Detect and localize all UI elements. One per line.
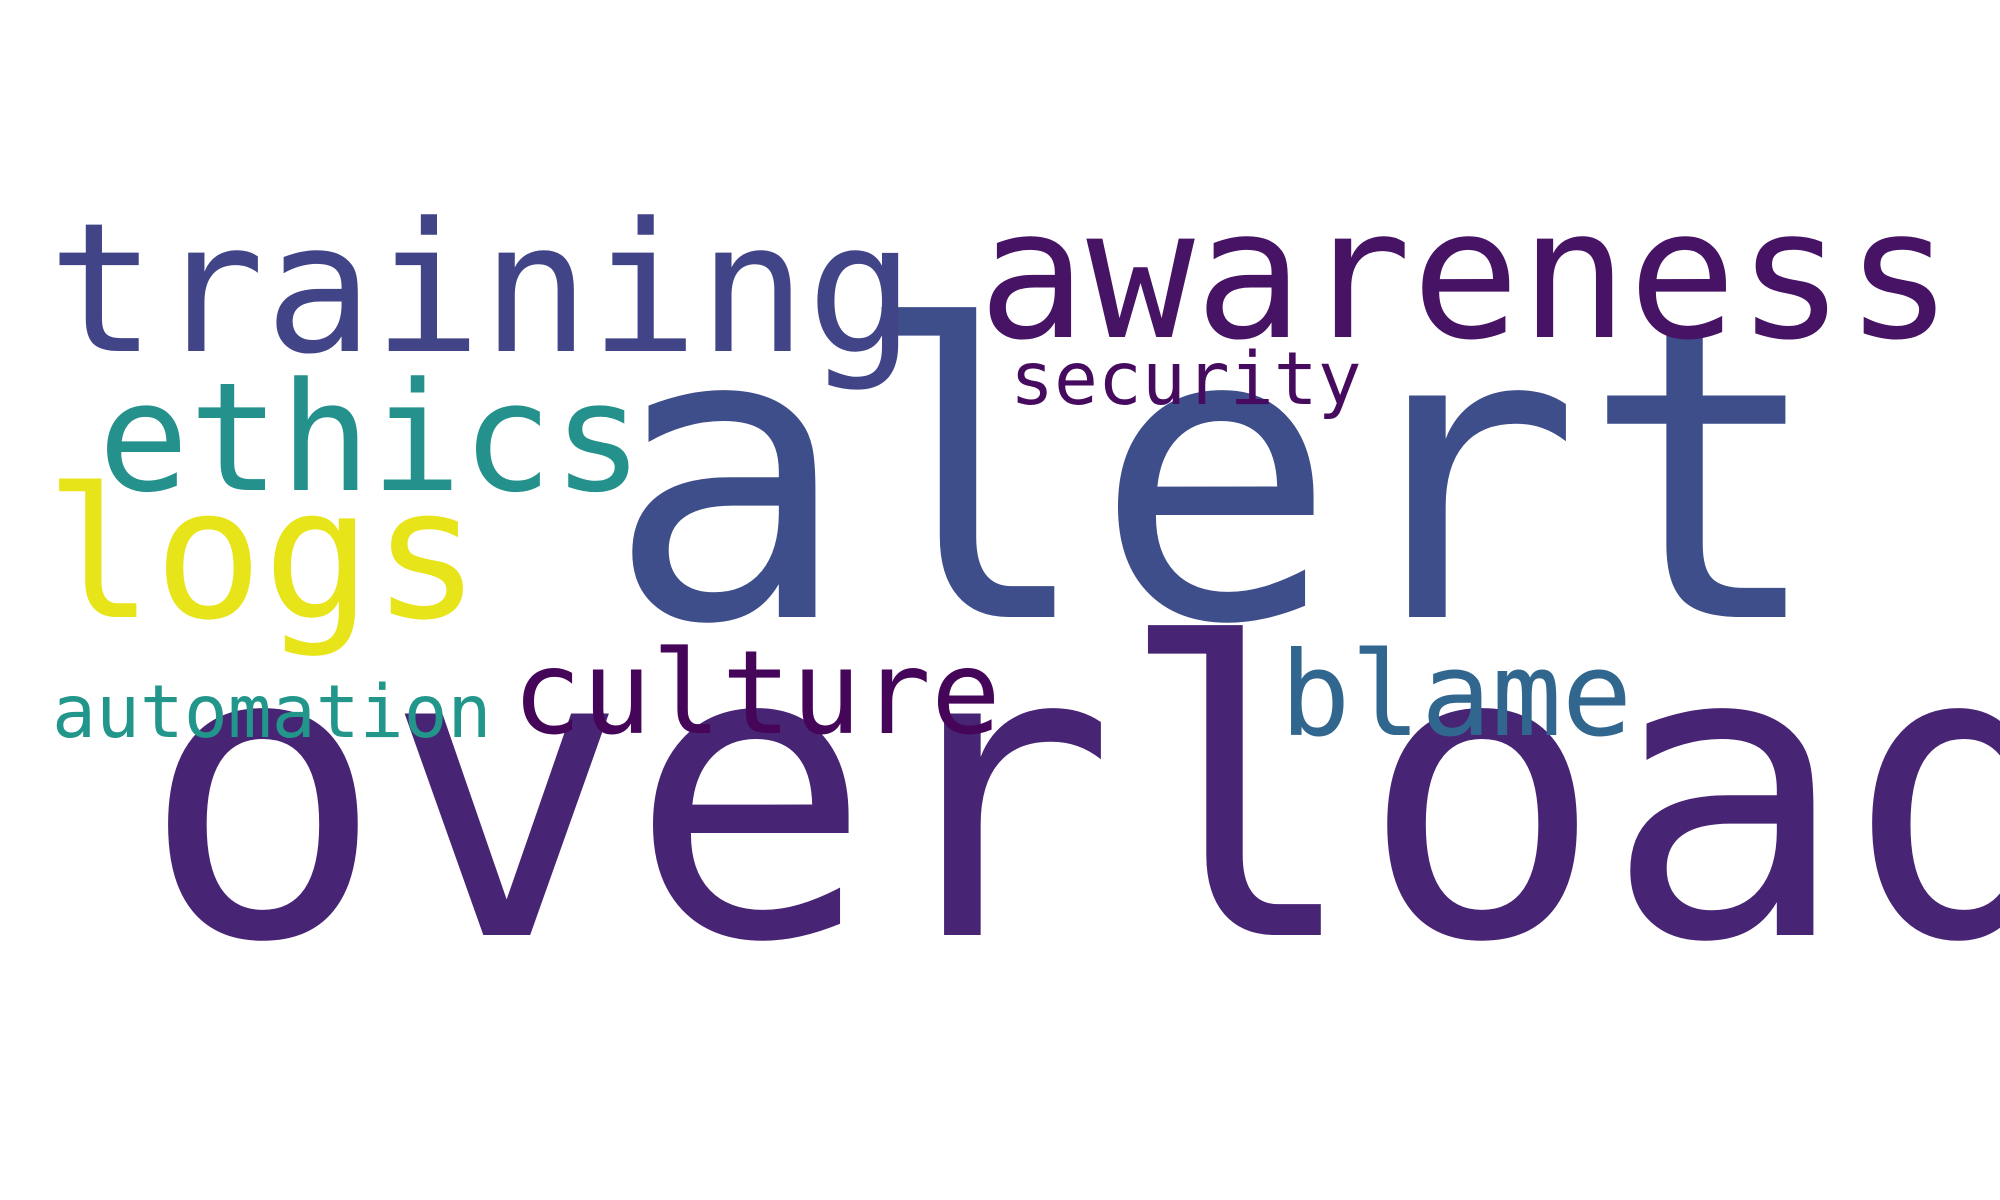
word-blame: blame xyxy=(1280,626,1633,763)
word-overload: overload xyxy=(141,559,2000,1031)
word-alert: alert xyxy=(606,241,1826,713)
word-ethics: ethics xyxy=(98,350,644,526)
word-training: training xyxy=(48,185,915,394)
word-automation: automation xyxy=(52,670,492,755)
word-culture: culture xyxy=(512,626,1001,761)
word-awareness: awareness xyxy=(978,171,1954,380)
word-logs: logs xyxy=(45,449,481,660)
word-security: security xyxy=(1010,337,1362,422)
